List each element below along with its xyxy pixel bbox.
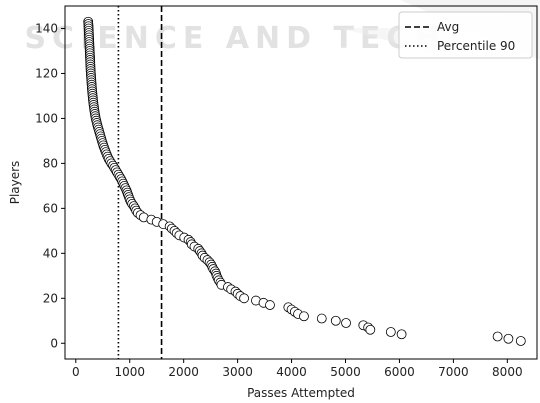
- x-tick-label: 3000: [222, 365, 253, 379]
- data-point: [492, 331, 503, 342]
- y-tick-label: 100: [35, 111, 58, 125]
- x-tick-label: 6000: [384, 365, 415, 379]
- x-tick-label: 5000: [330, 365, 361, 379]
- x-tick-label: 2000: [168, 365, 199, 379]
- plot-area: [64, 5, 538, 360]
- y-axis-label: Players: [8, 161, 22, 205]
- x-tick-label: 8000: [492, 365, 523, 379]
- legend-label-percentile: Percentile 90: [437, 39, 515, 53]
- x-axis-label: Passes Attempted: [247, 386, 355, 400]
- data-point: [503, 333, 514, 344]
- x-tick-label: 4000: [276, 365, 307, 379]
- data-point: [239, 293, 249, 304]
- x-tick-label: 7000: [438, 365, 469, 379]
- y-tick-label: 140: [35, 21, 58, 35]
- y-tick-label: 80: [43, 156, 58, 170]
- data-point: [265, 300, 275, 310]
- data-points: [83, 16, 526, 346]
- data-point: [365, 324, 376, 335]
- y-tick-label: 60: [43, 201, 58, 215]
- y-tick-label: 120: [35, 66, 58, 80]
- plot-frame: [64, 5, 538, 360]
- legend: Avg Percentile 90: [398, 11, 533, 59]
- data-point: [299, 311, 309, 322]
- y-axis-ticks: 0 20 40 60 80 100 120 140: [35, 21, 65, 350]
- data-point: [385, 327, 396, 337]
- data-point: [515, 336, 526, 346]
- data-point: [341, 318, 351, 328]
- data-point: [330, 315, 341, 326]
- data-point: [316, 313, 327, 324]
- legend-box: [398, 11, 533, 59]
- y-tick-label: 40: [43, 246, 58, 260]
- legend-label-avg: Avg: [437, 20, 459, 34]
- x-tick-label: 1000: [114, 365, 145, 379]
- data-point: [396, 329, 407, 340]
- y-tick-label: 20: [43, 291, 58, 305]
- x-axis-ticks: 0 1000 2000 3000 4000 5000 6000 7000 8000: [72, 359, 523, 379]
- x-tick-label: 0: [72, 365, 80, 379]
- y-tick-label: 0: [50, 336, 58, 350]
